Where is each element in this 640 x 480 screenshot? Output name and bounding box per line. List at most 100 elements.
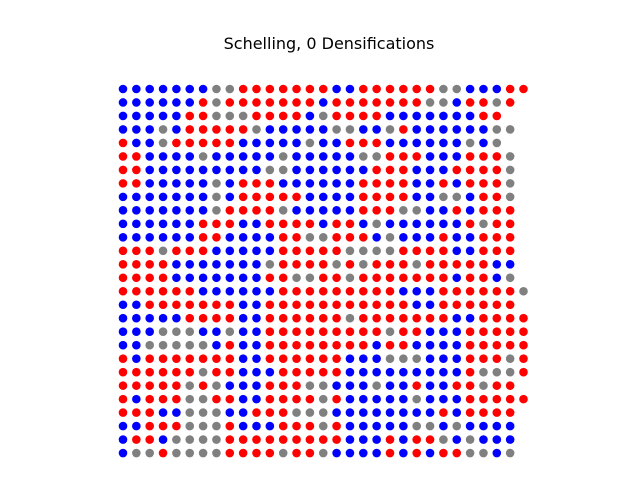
agent-point-red	[118, 381, 128, 390]
agent-point-blue	[118, 84, 128, 94]
agent-point-blue	[492, 421, 502, 431]
agent-point-red	[479, 354, 488, 363]
agent-point-red	[479, 165, 488, 175]
agent-point-gray	[372, 246, 381, 256]
agent-point-red	[265, 206, 275, 215]
agent-point-blue	[332, 206, 341, 215]
agent-point-blue	[345, 421, 355, 431]
agent-point-red	[292, 421, 301, 431]
agent-point-red	[332, 273, 341, 283]
agent-point-blue	[412, 233, 422, 242]
agent-point-red	[172, 246, 181, 256]
agent-point-blue	[345, 394, 355, 404]
agent-point-blue	[238, 300, 248, 310]
agent-point-blue	[425, 152, 435, 161]
agent-point-blue	[305, 206, 315, 215]
agent-point-gray	[198, 421, 208, 431]
agent-point-red	[372, 138, 381, 148]
agent-point-red	[238, 192, 248, 202]
agent-point-blue	[252, 354, 261, 363]
agent-point-blue	[238, 165, 248, 175]
agent-point-red	[479, 179, 488, 188]
agent-point-blue	[172, 273, 181, 283]
agent-point-red	[439, 259, 448, 269]
agent-point-red	[185, 125, 195, 134]
agent-point-red	[492, 313, 502, 323]
agent-point-red	[305, 84, 315, 94]
agent-point-red	[225, 367, 235, 377]
agent-point-gray	[385, 327, 395, 337]
agent-point-red	[359, 179, 368, 188]
agent-point-blue	[118, 435, 128, 444]
agent-point-blue	[185, 219, 195, 229]
agent-point-blue	[118, 233, 128, 242]
agent-point-blue	[412, 367, 422, 377]
agent-point-red	[519, 354, 528, 363]
agent-point-blue	[278, 138, 288, 148]
agent-point-blue	[345, 84, 355, 94]
agent-point-gray	[318, 394, 328, 404]
agent-point-gray	[439, 192, 448, 202]
agent-point-blue	[439, 381, 448, 390]
agent-point-gray	[385, 354, 395, 363]
agent-point-blue	[465, 233, 475, 242]
agent-point-red	[385, 300, 395, 310]
agent-point-gray	[185, 327, 195, 337]
agent-point-blue	[479, 84, 488, 94]
agent-point-red	[198, 313, 208, 323]
agent-point-blue	[185, 192, 195, 202]
agent-point-blue	[118, 111, 128, 121]
agent-point-blue	[452, 233, 462, 242]
agent-point-gray	[158, 340, 168, 350]
agent-point-blue	[372, 233, 381, 242]
agent-point-gray	[212, 408, 221, 417]
agent-point-red	[385, 179, 395, 188]
agent-point-red	[265, 219, 275, 229]
agent-point-blue	[479, 125, 488, 134]
agent-point-red	[439, 313, 448, 323]
agent-point-blue	[305, 165, 315, 175]
agent-point-red	[292, 84, 301, 94]
agent-point-red	[385, 313, 395, 323]
agent-point-red	[359, 300, 368, 310]
agent-point-blue	[132, 394, 141, 404]
agent-point-red	[132, 165, 141, 175]
agent-point-red	[439, 273, 448, 283]
agent-point-blue	[158, 165, 168, 175]
agent-point-red	[225, 300, 235, 310]
agent-point-blue	[172, 125, 181, 134]
agent-point-blue	[452, 340, 462, 350]
agent-point-blue	[425, 367, 435, 377]
agent-point-red	[332, 421, 341, 431]
agent-point-red	[118, 259, 128, 269]
agent-point-blue	[132, 192, 141, 202]
agent-point-blue	[385, 421, 395, 431]
agent-point-gray	[238, 111, 248, 121]
agent-point-gray	[212, 448, 221, 458]
agent-point-gray	[172, 340, 181, 350]
agent-point-gray	[212, 381, 221, 390]
agent-point-red	[212, 219, 221, 229]
agent-point-red	[212, 125, 221, 134]
agent-point-red	[212, 233, 221, 242]
agent-point-red	[425, 84, 435, 94]
agent-point-red	[278, 327, 288, 337]
agent-point-gray	[198, 394, 208, 404]
agent-point-red	[118, 138, 128, 148]
agent-point-red	[492, 327, 502, 337]
agent-point-red	[145, 286, 154, 296]
agent-point-gray	[505, 179, 515, 188]
agent-point-red	[185, 354, 195, 363]
agent-point-red	[412, 448, 422, 458]
agent-point-blue	[198, 206, 208, 215]
agent-point-blue	[185, 179, 195, 188]
agent-point-red	[399, 327, 408, 337]
agent-point-red	[345, 219, 355, 229]
agent-point-blue	[198, 273, 208, 283]
agent-point-red	[479, 313, 488, 323]
agent-point-blue	[292, 206, 301, 215]
agent-point-blue	[425, 394, 435, 404]
agent-point-gray	[345, 246, 355, 256]
agent-point-blue	[425, 340, 435, 350]
agent-point-red	[172, 354, 181, 363]
